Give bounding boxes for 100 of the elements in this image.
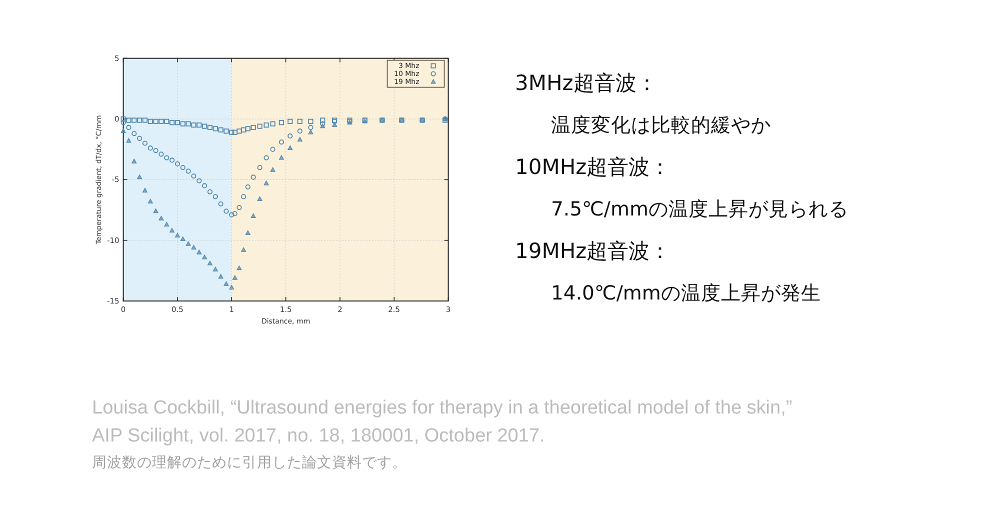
point [229,212,234,218]
point [278,120,284,126]
point [288,118,293,124]
point [218,274,224,279]
point [241,247,246,252]
point [132,158,137,164]
point [196,250,202,254]
point [132,130,137,136]
point [148,146,153,151]
point [132,118,137,123]
point [250,174,256,180]
point [308,124,314,130]
point [270,167,276,172]
point [186,121,191,126]
point [142,188,148,192]
point [257,164,262,170]
point [207,124,213,130]
point [320,118,326,123]
point [158,152,164,157]
point [288,133,293,139]
point [241,127,246,132]
point [137,136,142,141]
point [232,275,238,280]
point [174,161,180,166]
point [232,130,238,135]
point [270,146,276,152]
point [207,260,212,266]
point [250,213,256,218]
point [229,284,234,290]
point [158,216,164,220]
point [137,118,142,123]
point [180,121,186,126]
point [332,122,338,127]
text: Louisa Cockbill, “Ultrasound energies for therapy in a theoretical model of the skin,” [92,398,792,418]
text: 周波数の理解のために引用した論文資料です。 [92,454,407,471]
point [236,128,242,134]
point [120,120,126,126]
point [164,222,170,226]
point [232,211,238,216]
point [257,124,262,129]
point [288,145,293,150]
point [250,124,256,130]
text: 3MHz超音波： [515,71,658,95]
point [164,118,170,124]
point [186,168,191,174]
point [126,124,132,130]
text: 7.5℃/mmの温度上昇が見られる [551,198,848,220]
point [245,126,250,132]
point [264,180,269,186]
point [297,118,302,124]
point [218,127,224,132]
point [191,173,196,179]
point [202,183,208,188]
point [158,118,164,124]
point [174,232,180,238]
point [202,254,208,260]
text: 14.0℃/mmの温度上昇が発生 [551,282,821,304]
point [218,201,224,206]
point [308,130,314,134]
point [120,128,126,134]
point [170,120,175,126]
point [224,208,229,214]
point [196,178,202,184]
point [174,120,180,126]
point [270,121,276,126]
point [191,244,196,250]
text: AIP Scilight, vol. 2017, no. 18, 180001, October 2017. [92,426,545,446]
point [180,236,186,242]
point [170,228,175,233]
point [236,205,242,210]
point [245,230,250,235]
point [126,138,132,143]
point [186,241,191,246]
point [120,116,126,122]
point [153,118,158,124]
point [212,126,218,132]
point [297,136,302,142]
point [202,124,208,129]
point [137,174,142,180]
point [320,124,326,128]
point [191,122,196,128]
point [224,128,229,134]
point [180,164,186,170]
point [297,128,302,134]
text: 19MHz超音波： [515,239,671,263]
point [264,155,269,160]
point [148,118,153,124]
point [278,139,284,145]
point [308,118,314,124]
text: 温度変化は比較的緩やか [551,114,771,136]
point [126,118,132,123]
point [170,158,175,163]
point [142,118,148,123]
text: 10MHz超音波： [515,155,671,179]
point [229,130,234,135]
point [196,122,202,128]
point [245,184,250,190]
point [236,266,242,270]
point [212,266,218,272]
point [164,155,170,160]
